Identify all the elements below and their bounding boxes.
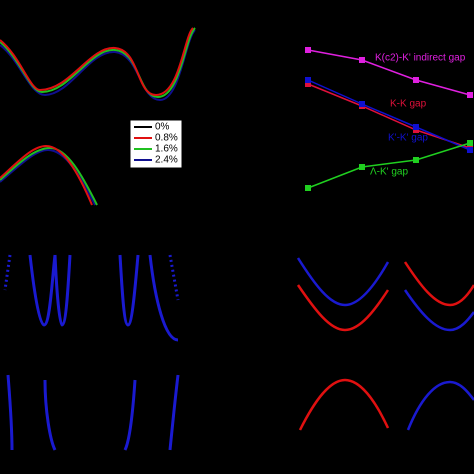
band-curve xyxy=(168,374,180,451)
series-marker xyxy=(305,81,311,87)
series-label: K'-K' gap xyxy=(388,133,428,144)
series-marker xyxy=(359,101,365,107)
series-marker xyxy=(305,77,311,83)
series-line xyxy=(307,79,471,151)
band-panel-bottom-right xyxy=(296,257,474,431)
series-label: K-K gap xyxy=(390,99,427,110)
band-curve xyxy=(298,378,390,431)
band-curve xyxy=(296,284,390,332)
band-curve xyxy=(406,380,474,431)
series-line xyxy=(307,49,471,96)
band-curve xyxy=(0,27,194,97)
series-marker xyxy=(413,77,419,83)
band-curve xyxy=(0,144,93,206)
series-marker xyxy=(413,124,419,130)
series-line xyxy=(307,142,471,189)
band-curve xyxy=(28,254,57,327)
legend-label: 1.6% xyxy=(155,144,178,155)
series-marker xyxy=(359,57,365,63)
band-curve xyxy=(53,254,72,327)
band-curve xyxy=(403,289,474,332)
band-curve xyxy=(403,261,474,307)
band-panel-top-left xyxy=(0,27,196,206)
band-curve xyxy=(0,29,196,102)
series-label: Λ-K' gap xyxy=(370,167,408,178)
legend: 0%0.8%1.6%2.4% xyxy=(129,119,183,169)
legend-label: 0% xyxy=(155,122,170,133)
band-curve xyxy=(43,379,57,451)
series-marker xyxy=(359,164,365,170)
gap-plot: K(c2)-K' indirect gap K-K gap K'-K' gap Λ-K… xyxy=(305,47,473,191)
band-curve xyxy=(0,146,98,206)
band-curve xyxy=(3,254,180,301)
series-marker xyxy=(413,157,419,163)
legend-label: 2.4% xyxy=(155,155,178,166)
band-curve xyxy=(0,27,196,99)
band-curve xyxy=(148,254,179,342)
series-marker xyxy=(305,47,311,53)
band-panel-bottom-left xyxy=(3,254,180,451)
series-marker xyxy=(467,92,473,98)
band-curve xyxy=(0,148,96,206)
series-marker xyxy=(467,140,473,146)
band-curve xyxy=(118,254,140,327)
series-marker xyxy=(305,185,311,191)
series-label: K(c2)-K' indirect gap xyxy=(375,53,466,64)
series-marker xyxy=(467,147,473,153)
band-curve xyxy=(123,379,137,451)
band-curve xyxy=(6,374,14,451)
band-curve xyxy=(296,257,390,307)
legend-label: 0.8% xyxy=(155,133,178,144)
